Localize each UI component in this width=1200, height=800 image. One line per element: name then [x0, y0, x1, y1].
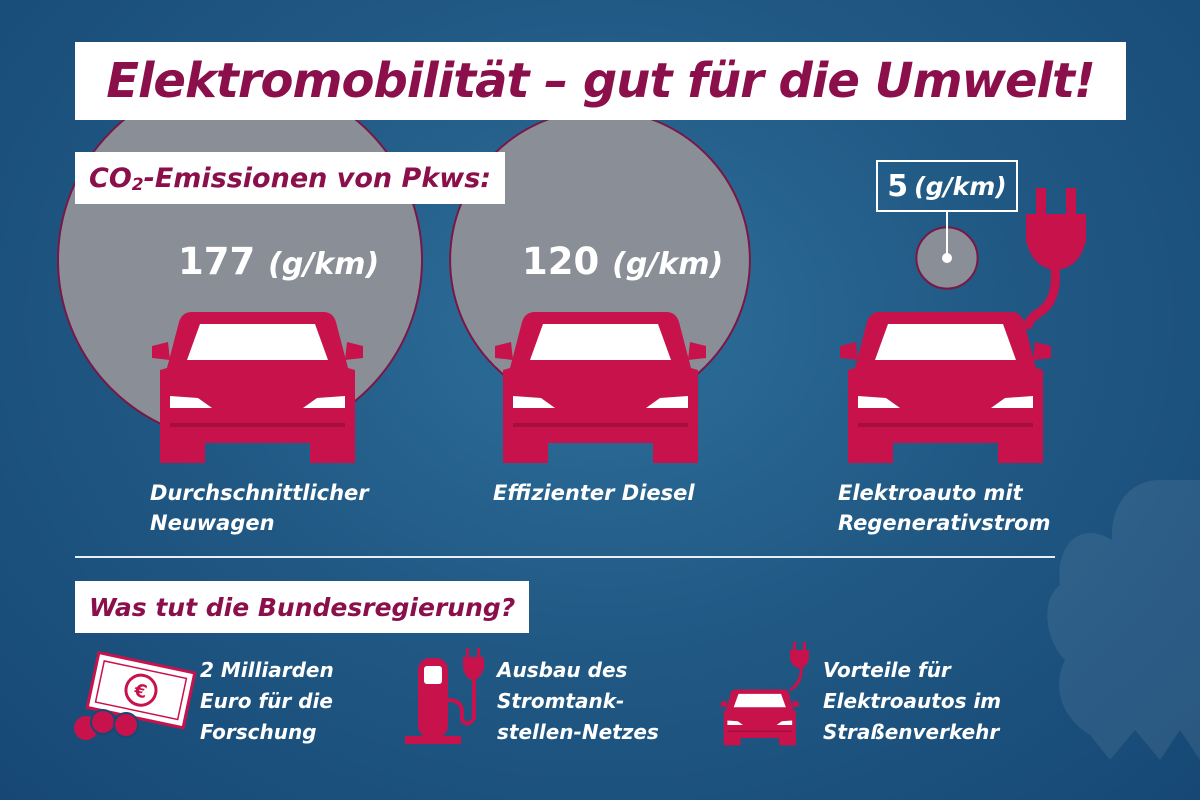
caption-ev: Elektroauto mit Regenerativstrom	[838, 478, 1051, 538]
emission-value-ev: 5 (g/km)	[876, 160, 1018, 212]
action-line: Forschung	[200, 720, 317, 744]
charging-station-icon	[405, 648, 484, 744]
emission-unit: (g/km)	[612, 247, 724, 282]
action-line: Ausbau des	[497, 658, 628, 682]
emissions-heading-prefix: CO	[89, 162, 132, 194]
caption-line: Durchschnittlicher	[150, 481, 369, 505]
action-line: Stromtank-	[497, 689, 625, 713]
caption-line: Regenerativstrom	[838, 511, 1051, 535]
caption-line: Elektroauto mit	[838, 481, 1023, 505]
emission-value-newcar: 177 (g/km)	[178, 240, 379, 283]
emission-unit: (g/km)	[268, 247, 380, 282]
emissions-heading-subscript: 2	[131, 175, 144, 195]
emission-number: 177	[178, 240, 256, 283]
page-title: Elektromobilität – gut für die Umwelt!	[106, 53, 1096, 109]
emission-number: 5	[887, 168, 909, 204]
action-research-funding: 2 Milliarden Euro für die Forschung	[200, 655, 334, 748]
action-line: Straßenverkehr	[823, 720, 1000, 744]
caption-newcar: Durchschnittlicher Neuwagen	[150, 478, 369, 538]
section-divider	[75, 556, 1055, 558]
title-banner: Elektromobilität – gut für die Umwelt!	[75, 42, 1126, 120]
svg-text:€: €	[131, 680, 149, 703]
emission-number: 120	[522, 240, 600, 283]
plug-icon	[1023, 188, 1086, 330]
action-line: stellen-Netzes	[497, 720, 659, 744]
emission-value-diesel: 120 (g/km)	[522, 240, 723, 283]
emissions-heading: CO 2 -Emissionen von Pkws:	[75, 152, 506, 204]
caption-line: Neuwagen	[150, 511, 275, 535]
action-line: Elektroautos im	[823, 689, 1002, 713]
action-ev-road-advantages: Vorteile für Elektroautos im Straßenverk…	[823, 655, 1001, 748]
action-line: Vorteile für	[823, 658, 951, 682]
emissions-heading-suffix: -Emissionen von Pkws:	[143, 162, 492, 194]
electric-car-plug-icon	[720, 642, 809, 746]
emission-unit: (g/km)	[914, 171, 1007, 201]
caption-diesel: Effizienter Diesel	[493, 478, 695, 508]
government-heading: Was tut die Bundesregierung?	[75, 581, 530, 633]
caption-line: Effizienter Diesel	[493, 481, 695, 505]
euro-banknote-icon: €	[74, 650, 197, 740]
action-charging-network: Ausbau des Stromtank- stellen-Netzes	[497, 655, 659, 748]
action-line: 2 Milliarden	[200, 658, 334, 682]
action-line: Euro für die	[200, 689, 333, 713]
